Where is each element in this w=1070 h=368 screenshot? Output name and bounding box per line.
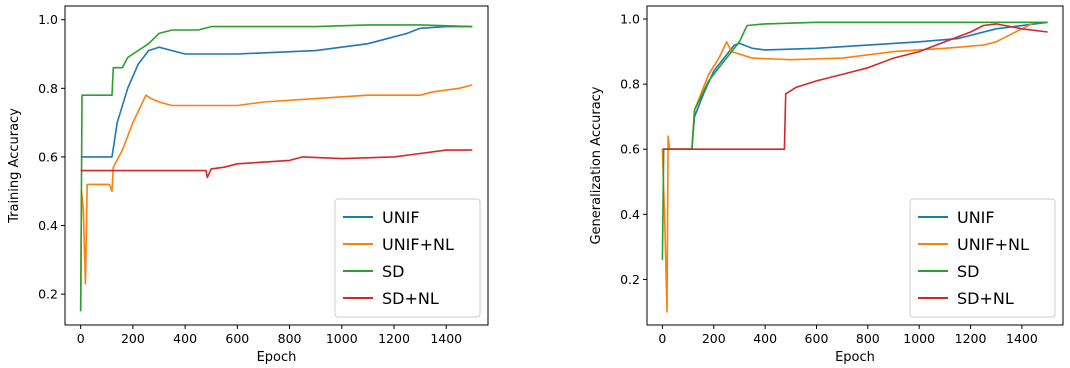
x-tick-label: 1000 bbox=[903, 331, 935, 346]
y-tick-label: 0.8 bbox=[620, 77, 640, 92]
plot-frame bbox=[64, 5, 489, 326]
x-tick-label: 200 bbox=[121, 331, 145, 346]
legend: UNIF UNIF+NL SD SD+NL bbox=[334, 198, 481, 318]
y-tick-label: 1.0 bbox=[38, 12, 58, 27]
legend-label: SD+NL bbox=[382, 289, 439, 308]
series-line-unif bbox=[662, 21, 1048, 150]
legend-label: SD bbox=[382, 262, 404, 281]
legend-label: SD bbox=[957, 262, 979, 281]
legend-box bbox=[909, 198, 1056, 318]
legend-label: UNIF+NL bbox=[957, 235, 1029, 254]
x-tick-label: 1000 bbox=[326, 331, 358, 346]
y-tick-label: 0.2 bbox=[620, 272, 640, 287]
series-line-unif-nl bbox=[79, 84, 473, 312]
training-accuracy-chart: 0 200 400 600 800 1000 1200 1400 0.2 0.4 0.6 0.8 1.0… bbox=[7, 5, 489, 365]
plot-frame bbox=[646, 5, 1064, 326]
legend-label: UNIF+NL bbox=[382, 235, 454, 254]
x-tick-label: 400 bbox=[753, 331, 777, 346]
series-line-sd bbox=[79, 24, 473, 312]
x-tick-label: 1200 bbox=[378, 331, 410, 346]
x-tick-label: 0 bbox=[658, 331, 666, 346]
x-tick-label: 1400 bbox=[1006, 331, 1038, 346]
generalization-accuracy-chart: 0 200 400 600 800 1000 1200 1400 0.2 0.4 0.6 0.8 1.0… bbox=[589, 5, 1064, 365]
legend-label: UNIF bbox=[382, 208, 420, 227]
y-tick-label: 0.8 bbox=[38, 81, 58, 96]
y-tick-label: 0.2 bbox=[38, 287, 58, 302]
series-line-unif bbox=[80, 25, 473, 158]
x-tick-label: 600 bbox=[225, 331, 249, 346]
x-tick-label: 600 bbox=[805, 331, 829, 346]
x-tick-label: 200 bbox=[702, 331, 726, 346]
series-line-sd bbox=[661, 21, 1048, 260]
x-tick-label: 0 bbox=[77, 331, 85, 346]
legend-label: SD+NL bbox=[957, 289, 1014, 308]
legend-label: UNIF bbox=[957, 208, 995, 227]
x-tick-label: 400 bbox=[173, 331, 197, 346]
y-tick-label: 0.4 bbox=[38, 218, 58, 233]
x-axis-title: Epoch bbox=[835, 350, 875, 365]
x-tick-label: 800 bbox=[278, 331, 302, 346]
x-tick-label: 800 bbox=[856, 331, 880, 346]
y-tick-label: 0.4 bbox=[620, 207, 640, 222]
series-line-sd-nl bbox=[80, 149, 473, 179]
x-tick-label: 1200 bbox=[955, 331, 987, 346]
y-tick-label: 0.6 bbox=[620, 142, 640, 157]
y-tick-label: 1.0 bbox=[620, 12, 640, 27]
y-axis-title: Generalization Accuracy bbox=[589, 86, 604, 244]
legend: UNIF UNIF+NL SD SD+NL bbox=[909, 198, 1056, 318]
x-tick-label: 1400 bbox=[430, 331, 462, 346]
y-axis-title: Training Accuracy bbox=[7, 108, 22, 224]
y-tick-label: 0.6 bbox=[38, 149, 58, 164]
legend-box bbox=[334, 198, 481, 318]
x-axis-title: Epoch bbox=[257, 350, 297, 365]
series-line-sd-nl bbox=[662, 23, 1048, 150]
